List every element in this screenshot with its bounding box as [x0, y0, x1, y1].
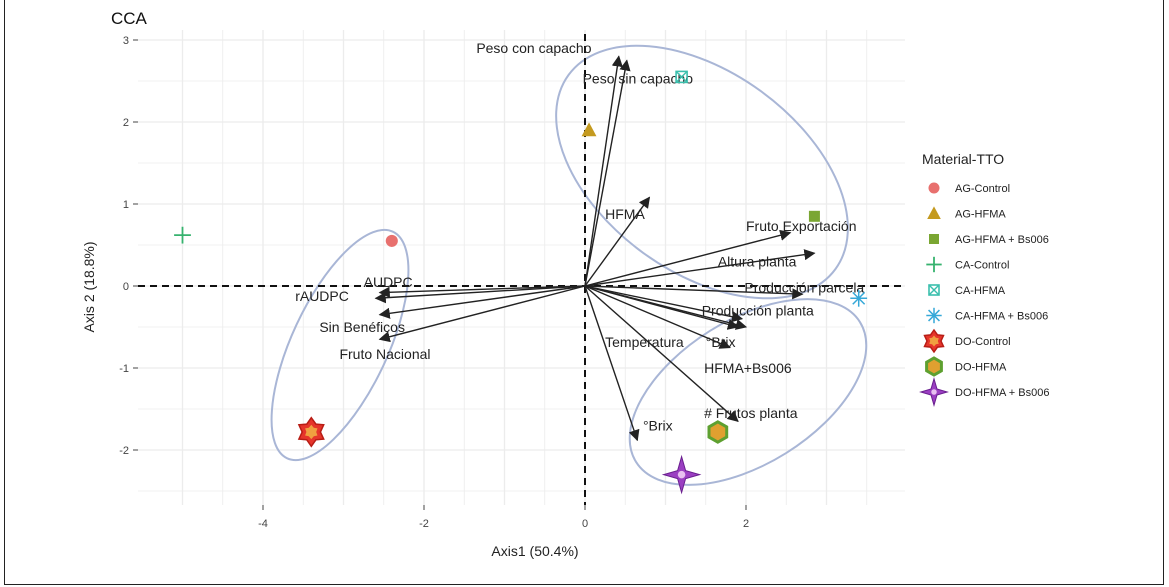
vector-label-audpc: AUDPC — [364, 274, 413, 290]
y-axis-label: Axis 2 (18.8%) — [81, 241, 97, 332]
reference-lines — [138, 34, 905, 505]
point-ag-control — [385, 234, 398, 247]
vector-label-fruto-nacional: Fruto Nacional — [339, 346, 430, 362]
chart-title: CCA — [111, 9, 148, 28]
ellipse-do-control-group — [270, 228, 410, 462]
point-ca-hfma-bs006 — [850, 289, 868, 307]
x-tick-label: -2 — [419, 518, 429, 530]
vector-label-peso-sin-capacho: Peso sin capacho — [583, 71, 694, 87]
point-do-hfma — [707, 420, 729, 444]
legend-key-ca-hfma-bs006 — [926, 307, 942, 324]
legend-entry-ag-control: AG-Control — [955, 183, 1010, 195]
x-tick-label: -4 — [258, 518, 268, 530]
vector-arrow-raudpc — [374, 285, 586, 304]
legend-key-do-hfma-bs006 — [919, 377, 949, 407]
vectors: Peso con capacho Peso sin capacho HFMA Frut… — [295, 40, 864, 442]
legend-key-ca-control — [926, 256, 942, 273]
figure-frame — [4, 0, 1164, 585]
vector-label-temperatura: Temperatura — [605, 334, 684, 350]
legend-key-ag-hfma — [927, 206, 941, 219]
vector-label-peso-con-capacho: Peso con capacho — [476, 40, 591, 56]
legend-key-ag-hfma-bs006 — [929, 234, 939, 244]
vector-label-raudpc: rAUDPC — [295, 288, 349, 304]
point-do-control — [297, 416, 325, 448]
vector-arrow-producci-n-parcela — [584, 285, 804, 300]
vector-label-brix: °Brix — [643, 417, 673, 433]
legend-key-do-hfma — [925, 356, 943, 377]
vector-arrow-fruto-nacional — [378, 285, 586, 343]
legend: Material-TTO AG-Control AG-HFMA AG-HFMA + … — [919, 151, 1049, 407]
legend-entry-ag-hfma-bs006: AG-HFMA + Bs006 — [955, 234, 1049, 246]
vector-arrow-audpc — [378, 285, 586, 298]
vector-arrow-frutos-planta — [584, 285, 739, 423]
ellipse-do-hfma-group — [628, 298, 868, 486]
vector-label-sin-ben-ficos: Sin Benéficos — [319, 319, 405, 335]
vector-arrow-brix — [584, 285, 640, 442]
legend-entry-ca-control: CA-Control — [955, 260, 1009, 272]
vector-arrow-peso-sin-capacho — [584, 59, 631, 287]
vector-arrow-sin-ben-ficos — [378, 285, 586, 319]
legend-key-ag-control — [928, 182, 940, 194]
y-tick-label: 0 — [123, 281, 129, 293]
legend-entry-do-hfma-bs006: DO-HFMA + Bs006 — [955, 387, 1049, 399]
legend-key-ca-hfma — [928, 284, 940, 296]
vector-arrow-temperatura — [584, 285, 744, 323]
vector-label-brix: °Brix — [706, 334, 736, 350]
points — [174, 70, 868, 495]
legend-entry-do-control: DO-Control — [955, 336, 1011, 348]
vector-arrow-brix — [584, 285, 740, 330]
legend-entry-do-hfma: DO-HFMA — [955, 362, 1007, 374]
ellipse-ag-ca-group — [555, 44, 849, 300]
y-tick-label: 2 — [123, 117, 129, 129]
vector-label-frutos-planta: # Frutos planta — [704, 405, 798, 421]
vector-arrow-peso-con-capacho — [584, 55, 623, 287]
y-tick-label: 1 — [123, 199, 129, 211]
point-ag-hfma-bs006 — [808, 210, 820, 222]
vector-label-producci-n-planta: Producción planta — [702, 303, 814, 319]
legend-key-do-control — [923, 328, 945, 354]
legend-title: Material-TTO — [922, 151, 1004, 167]
vector-arrow-fruto-exportaci-n — [584, 229, 792, 287]
vector-arrow-hfma-bs006 — [584, 285, 731, 349]
y-tick-label: -1 — [119, 363, 129, 375]
x-tick-label: 0 — [582, 518, 588, 530]
group-ellipses — [270, 44, 868, 486]
vector-label-hfma-bs006: HFMA+Bs006 — [704, 360, 792, 376]
point-do-hfma-bs006 — [661, 454, 702, 495]
point-ca-hfma — [675, 70, 688, 84]
vector-arrow-altura-planta — [584, 249, 816, 287]
legend-entry-ca-hfma: CA-HFMA — [955, 285, 1006, 297]
y-tick-label: 3 — [123, 35, 129, 47]
legend-entry-ca-hfma-bs006: CA-HFMA + Bs006 — [955, 311, 1048, 323]
point-ca-control — [174, 226, 191, 244]
vector-label-fruto-exportaci-n: Fruto Exportación — [746, 218, 857, 234]
y-tick-label: -2 — [119, 445, 129, 457]
x-tick-label: 2 — [743, 518, 749, 530]
vector-label-producci-n-parcela: Producción parcela — [744, 280, 864, 296]
legend-entry-ag-hfma: AG-HFMA — [955, 209, 1006, 221]
point-ag-hfma — [581, 122, 597, 137]
x-axis-label: Axis1 (50.4%) — [491, 543, 578, 559]
vector-arrow-hfma — [584, 196, 651, 287]
axes: -4 -2 0 2 3 2 1 0 -1 -2 — [119, 35, 749, 530]
vector-label-altura-planta: Altura planta — [718, 253, 797, 269]
vector-label-hfma: HFMA — [605, 206, 645, 222]
